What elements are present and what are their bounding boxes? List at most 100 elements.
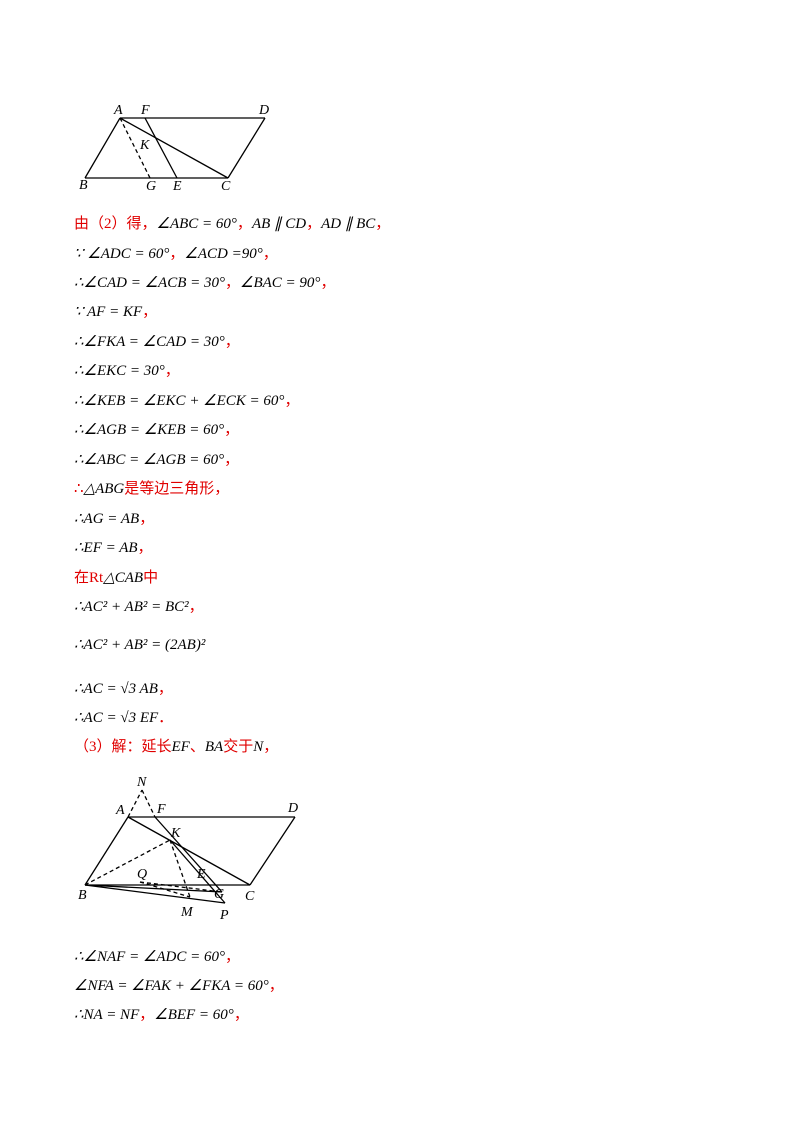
text-segment: ，: [225, 949, 241, 965]
text-line: （3）解：延长EF、BA交于N，: [74, 735, 278, 756]
text-segment: AD ∥ BC: [321, 216, 376, 232]
text-line: ∴AC = √3 AB，: [74, 677, 173, 698]
text-segment: ∴∠KEB = ∠EKC + ∠ECK = 60°: [74, 393, 285, 409]
text-segment: ，: [137, 540, 153, 556]
text-segment: 由（2）得，: [74, 216, 157, 232]
text-segment: ，: [233, 1007, 249, 1023]
point-label: N: [136, 775, 147, 790]
text-segment: ∠ABC = 60°: [156, 216, 237, 232]
text-segment: ∴AG = AB: [74, 511, 140, 527]
text-segment: ∴∠AGB = ∠KEB = 60°: [74, 422, 225, 438]
text-line: ∵ ∠ADC = 60°，∠ACD =90°，: [74, 242, 278, 263]
text-segment: 、: [189, 739, 205, 755]
text-segment: ∵ AF = KF: [74, 304, 143, 320]
text-line: ∴AC = √3 EF．: [74, 706, 173, 727]
text-segment: EF: [171, 739, 190, 755]
text-segment: ∴NA = NF: [74, 1007, 140, 1023]
point-label: G: [146, 179, 156, 194]
text-segment: ，: [225, 275, 241, 291]
text-segment: ∴AC² + AB² = BC²: [74, 599, 189, 615]
text-line: ∴△ABG是等边三角形，: [74, 477, 229, 498]
text-line: ∴AC² + AB² = (2AB)²: [74, 635, 205, 654]
text-segment: ，: [320, 275, 336, 291]
text-segment: ，: [169, 246, 185, 262]
text-line: ∴AG = AB，: [74, 507, 154, 528]
point-label: Q: [137, 867, 147, 882]
text-segment: ∴∠CAD = ∠ACB = 30°: [74, 275, 226, 291]
text-segment: ∴EF = AB: [74, 540, 138, 556]
point-label: B: [79, 178, 88, 193]
text-segment: ∠ACD =90°: [184, 246, 263, 262]
point-label: C: [245, 889, 255, 904]
text-segment: ∴AC = √3 EF: [74, 710, 159, 726]
text-segment: ，: [263, 739, 279, 755]
text-segment: ，: [224, 334, 240, 350]
text-line: ∴∠FKA = ∠CAD = 30°，: [74, 330, 240, 351]
point-label: G: [214, 887, 224, 902]
text-line: ∵ AF = KF，: [74, 300, 157, 321]
point-label: E: [172, 179, 182, 194]
text-segment: ，: [236, 216, 252, 232]
text-segment: AB ∥ CD: [251, 216, 307, 232]
text-segment: ∴: [74, 481, 84, 497]
point-label: F: [140, 103, 150, 118]
text-segment: ∠NFA = ∠FAK + ∠FKA = 60°: [74, 978, 269, 994]
text-segment: ，: [284, 393, 300, 409]
text-segment: 中: [143, 570, 159, 586]
text-segment: ，: [375, 216, 391, 232]
text-line: ∴∠CAD = ∠ACB = 30°，∠BAC = 90°，: [74, 271, 335, 292]
point-label: D: [287, 801, 298, 816]
text-segment: ∵ ∠ADC = 60°: [74, 246, 170, 262]
text-segment: ，: [262, 246, 278, 262]
text-segment: 交于: [223, 739, 254, 755]
text-segment: BA: [204, 739, 224, 755]
text-segment: ∴∠FKA = ∠CAD = 30°: [74, 334, 225, 350]
text-line: ∠NFA = ∠FAK + ∠FKA = 60°，: [74, 974, 284, 995]
point-label: D: [258, 103, 269, 118]
text-line: ∴∠AGB = ∠KEB = 60°，: [74, 418, 239, 439]
text-line: ∴∠KEB = ∠EKC + ∠ECK = 60°，: [74, 389, 299, 410]
text-segment: ，: [306, 216, 322, 232]
text-line: ∴∠ABC = ∠AGB = 60°，: [74, 448, 239, 469]
point-label: A: [113, 103, 123, 118]
text-segment: ∴AC = √3 AB: [74, 681, 158, 697]
point-label: K: [139, 138, 150, 153]
text-segment: 是等边三角形，: [124, 481, 230, 497]
text-segment: （3）解：延长: [74, 739, 172, 755]
text-segment: ．: [158, 710, 174, 726]
text-segment: ，: [188, 599, 204, 615]
text-segment: ，: [157, 681, 173, 697]
text-segment: ∴AC² + AB² = (2AB)²: [74, 637, 206, 653]
point-label: E: [196, 867, 206, 882]
text-segment: ，: [164, 363, 180, 379]
point-label: M: [180, 905, 194, 920]
text-segment: △ABG: [83, 481, 125, 497]
point-label: F: [156, 802, 166, 817]
point-label: P: [219, 908, 229, 923]
text-segment: ，: [139, 511, 155, 527]
text-segment: ，: [224, 422, 240, 438]
text-segment: ，: [224, 452, 240, 468]
text-segment: ∴∠NAF = ∠ADC = 60°: [74, 949, 226, 965]
text-segment: ，: [268, 978, 284, 994]
text-line: 在Rt△CAB中: [74, 566, 158, 587]
text-segment: 在Rt: [74, 570, 104, 586]
text-segment: △CAB: [103, 570, 144, 586]
text-segment: ，: [139, 1007, 155, 1023]
text-segment: ，: [142, 304, 158, 320]
text-line: ∴NA = NF，∠BEF = 60°，: [74, 1003, 249, 1024]
text-segment: ∴∠ABC = ∠AGB = 60°: [74, 452, 225, 468]
text-segment: N: [253, 739, 264, 755]
text-segment: ∠BAC = 90°: [240, 275, 321, 291]
point-label: A: [115, 803, 125, 818]
text-segment: ∠BEF = 60°: [154, 1007, 234, 1023]
figure-1: [84, 117, 266, 179]
text-line: 由（2）得，∠ABC = 60°，AB ∥ CD，AD ∥ BC，: [74, 212, 390, 233]
figure-2: [84, 789, 296, 904]
text-line: ∴AC² + AB² = BC²，: [74, 595, 204, 616]
point-label: K: [170, 826, 181, 841]
point-label: B: [78, 888, 87, 903]
point-label: C: [221, 179, 231, 194]
